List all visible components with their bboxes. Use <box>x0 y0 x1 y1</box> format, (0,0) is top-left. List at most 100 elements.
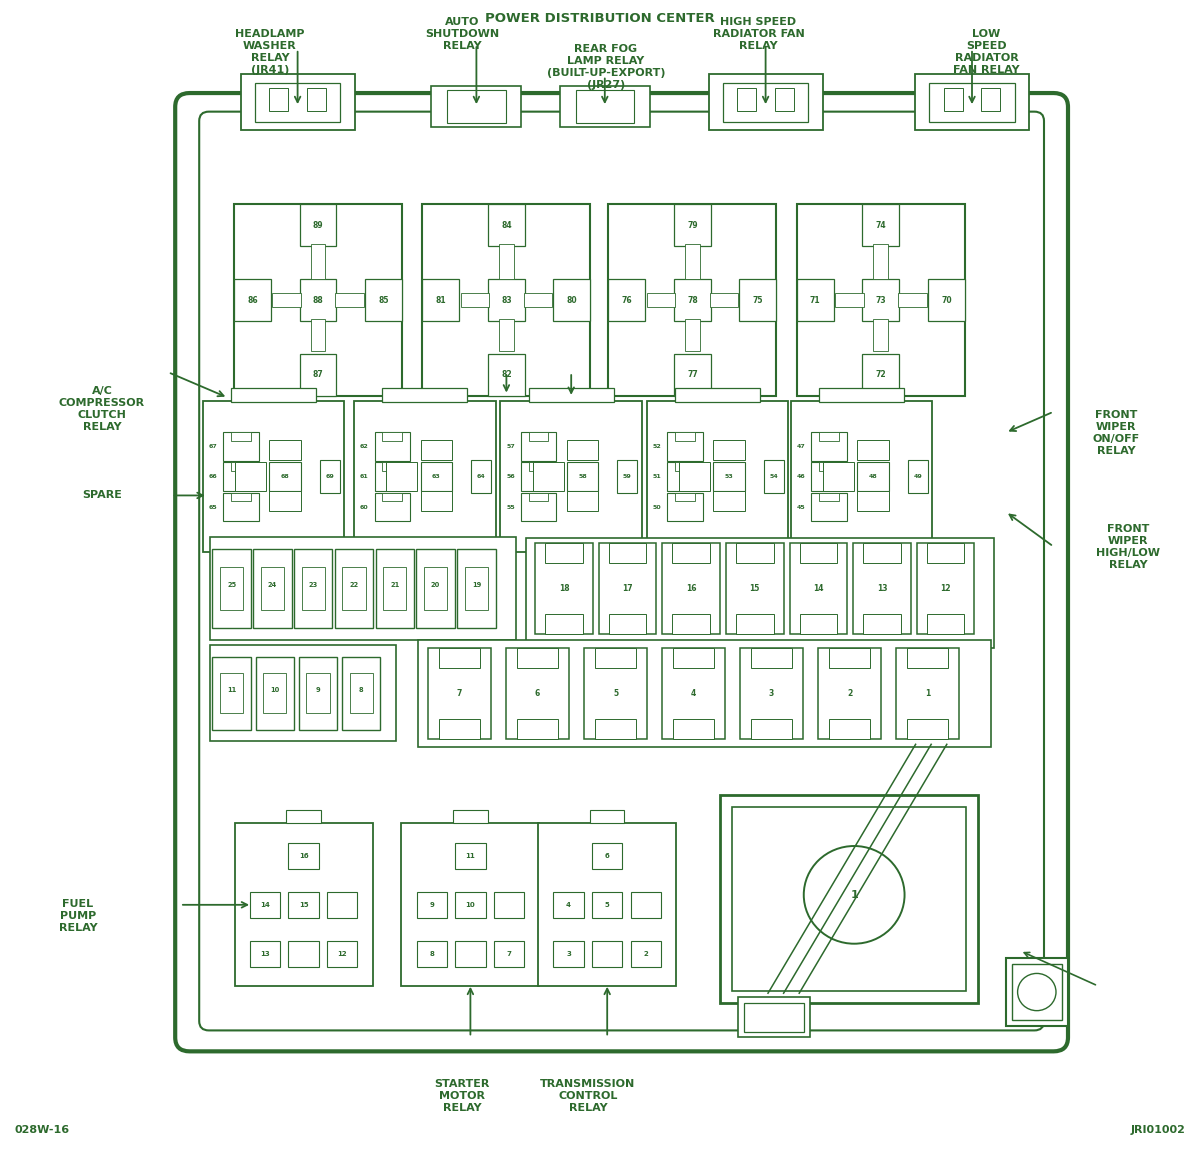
Bar <box>232 463 251 471</box>
Bar <box>676 463 695 471</box>
Bar <box>829 648 870 668</box>
Bar <box>455 892 486 918</box>
Bar <box>253 549 292 628</box>
Text: 77: 77 <box>688 370 697 379</box>
Text: 62: 62 <box>360 444 368 449</box>
Text: 2: 2 <box>847 688 852 698</box>
Bar <box>848 552 875 563</box>
Bar <box>720 795 978 1003</box>
Text: 8: 8 <box>430 950 434 957</box>
Bar <box>763 461 784 493</box>
Bar <box>374 463 410 491</box>
Text: 87: 87 <box>313 370 323 379</box>
Bar <box>566 440 598 461</box>
Bar <box>863 205 899 247</box>
Text: 16: 16 <box>686 584 696 593</box>
FancyBboxPatch shape <box>199 112 1044 1030</box>
Bar <box>220 673 244 713</box>
Bar <box>820 433 839 441</box>
Bar <box>386 463 418 491</box>
Bar <box>835 293 864 307</box>
Bar <box>595 719 636 739</box>
Bar <box>374 433 410 461</box>
Bar <box>250 892 280 918</box>
Text: 16: 16 <box>299 852 308 859</box>
Text: 64: 64 <box>476 475 485 479</box>
Bar <box>576 90 634 123</box>
Bar <box>506 648 569 739</box>
Bar <box>306 673 330 713</box>
Bar <box>422 279 460 321</box>
Text: 75: 75 <box>752 295 763 305</box>
Bar <box>454 811 487 823</box>
Bar <box>674 279 710 321</box>
Bar <box>676 388 760 402</box>
Bar <box>592 892 623 918</box>
Bar <box>488 354 524 395</box>
Bar <box>232 433 251 441</box>
Bar <box>300 354 336 395</box>
Bar <box>1012 964 1062 1020</box>
Bar <box>420 463 451 491</box>
Text: 55: 55 <box>506 505 515 509</box>
Text: 81: 81 <box>436 295 446 305</box>
Bar <box>272 293 301 307</box>
Bar <box>647 293 676 307</box>
Bar <box>863 354 899 395</box>
Text: 25: 25 <box>227 582 236 587</box>
Text: 51: 51 <box>653 475 661 479</box>
Text: 83: 83 <box>502 295 511 305</box>
Text: 79: 79 <box>688 221 697 230</box>
Bar <box>416 549 455 628</box>
Text: 52: 52 <box>653 444 661 449</box>
Bar <box>685 244 700 279</box>
Bar <box>863 543 901 563</box>
Bar <box>874 244 888 279</box>
Bar <box>811 493 847 521</box>
Text: 9: 9 <box>316 686 320 692</box>
Bar <box>521 463 557 491</box>
Bar <box>566 463 598 491</box>
Bar <box>235 463 266 491</box>
Bar <box>818 648 881 739</box>
Bar <box>751 648 792 668</box>
Text: 20: 20 <box>431 582 440 587</box>
Bar <box>592 843 623 869</box>
Bar <box>210 645 396 741</box>
Text: 88: 88 <box>313 295 323 305</box>
Bar <box>383 493 402 501</box>
Circle shape <box>1018 973 1056 1011</box>
Bar <box>566 491 598 512</box>
Bar <box>376 549 414 628</box>
Bar <box>526 537 994 648</box>
Bar <box>269 88 288 110</box>
Text: 8: 8 <box>359 686 364 692</box>
Text: 24: 24 <box>268 582 277 587</box>
Bar <box>288 843 319 869</box>
Bar <box>529 493 548 501</box>
Bar <box>713 440 744 461</box>
Bar <box>383 566 407 611</box>
Text: LOW
SPEED
RADIATOR
FAN RELAY: LOW SPEED RADIATOR FAN RELAY <box>953 29 1020 76</box>
Bar <box>234 205 402 395</box>
Text: 4: 4 <box>691 688 696 698</box>
Bar <box>533 463 564 491</box>
Text: 11: 11 <box>227 686 236 692</box>
Text: 84: 84 <box>502 221 511 230</box>
Text: 57: 57 <box>506 444 515 449</box>
Text: SPARE: SPARE <box>82 491 122 500</box>
Bar <box>982 88 1001 110</box>
Text: 86: 86 <box>247 295 258 305</box>
Bar <box>517 648 558 668</box>
Bar <box>631 941 661 966</box>
Bar <box>402 823 540 986</box>
Text: 50: 50 <box>653 505 661 509</box>
Bar <box>704 552 731 563</box>
Bar <box>943 88 962 110</box>
Text: 73: 73 <box>876 295 886 305</box>
Bar <box>599 543 656 634</box>
Bar <box>545 543 583 563</box>
Bar <box>412 552 438 563</box>
Bar <box>535 543 593 634</box>
Text: 7: 7 <box>506 950 511 957</box>
